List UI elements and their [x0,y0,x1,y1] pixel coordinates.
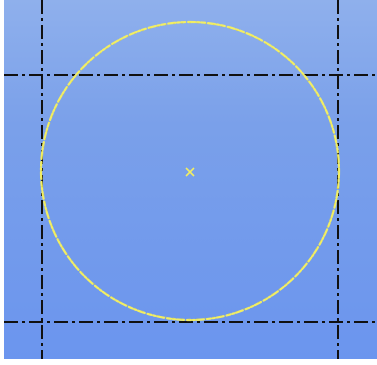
sketch-circle[interactable] [39,20,341,322]
cad-viewport[interactable] [4,0,377,359]
sketch-circle-shadow [41,22,339,320]
cross-icon[interactable] [185,167,195,177]
construction-lines [4,0,377,359]
sketch-canvas[interactable] [4,0,377,359]
